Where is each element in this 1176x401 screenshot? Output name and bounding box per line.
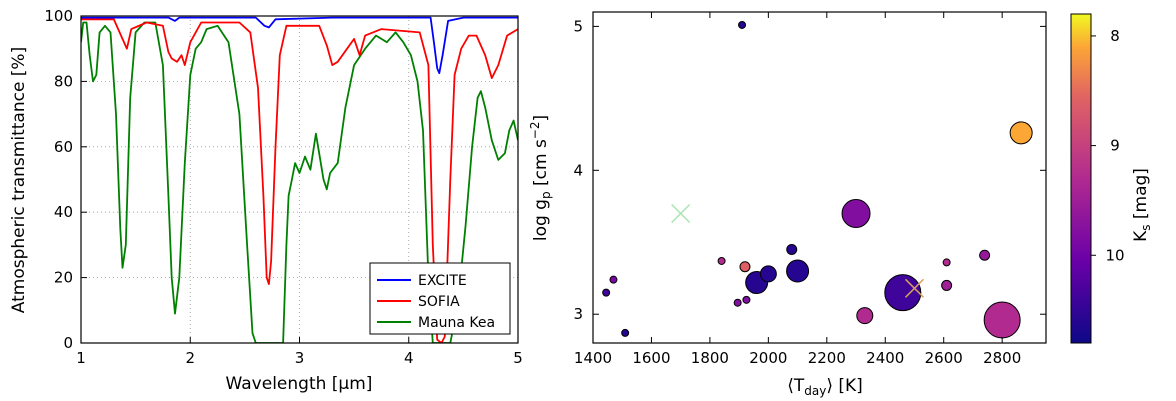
x-tick-label: 1 <box>76 349 86 367</box>
scatter-point <box>786 243 798 255</box>
x-tick-label: 4 <box>404 349 414 367</box>
scatter-point <box>742 295 751 304</box>
y-tick-label: 0 <box>63 334 73 352</box>
colorbar-gradient <box>1070 13 1092 344</box>
legend: EXCITE SOFIA Mauna Kea <box>369 262 511 335</box>
legend-label: Mauna Kea <box>418 315 495 331</box>
y-tick-label: 3 <box>573 305 583 323</box>
y-tick-label: 40 <box>54 203 73 221</box>
scatter-point <box>621 328 630 337</box>
x-tick-label: 1400 <box>574 349 612 367</box>
scatter-point <box>979 249 991 261</box>
scatter-chart: 1400 1600 1800 2000 2200 2400 2600 2800 3 4 5 ⟨Td… <box>528 11 1153 398</box>
transmittance-lines <box>81 16 518 343</box>
scatter-point <box>739 261 751 273</box>
y-ticks: 0 20 40 60 80 100 <box>44 7 87 352</box>
scatter-points <box>602 20 1033 339</box>
x-tick-label: 1800 <box>691 349 729 367</box>
x-axis-label: ⟨Tday⟩ [K] <box>787 376 863 398</box>
scatter-point <box>733 298 742 307</box>
scatter-point <box>786 259 810 283</box>
colorbar-tick-label: 10 <box>1105 246 1124 264</box>
legend-label: SOFIA <box>418 294 460 310</box>
scatter-point <box>942 258 951 267</box>
x-tick-label: 2000 <box>749 349 787 367</box>
x-ticks: 1400 1600 1800 2000 2200 2400 2600 2800 <box>574 12 1021 367</box>
colorbar-tick-label: 9 <box>1110 137 1120 155</box>
x-tick-label: 2200 <box>808 349 846 367</box>
y-tick-label: 5 <box>573 17 583 35</box>
colorbar-ticks: 8 9 10 <box>1091 27 1125 264</box>
y-tick-label: 20 <box>54 269 73 287</box>
scatter-point <box>983 301 1021 339</box>
y-axis-label: log gp [cm s−2] <box>528 115 553 241</box>
y-tick-label: 100 <box>44 7 73 25</box>
scatter-point <box>717 256 726 265</box>
scatter-point <box>1009 121 1033 145</box>
y-tick-label: 4 <box>573 161 583 179</box>
x-tick-label: 5 <box>513 349 523 367</box>
scatter-point <box>738 20 747 29</box>
x-marker <box>904 278 925 298</box>
x-tick-label: 1600 <box>632 349 670 367</box>
x-tick-label: 3 <box>295 349 305 367</box>
x-tick-label: 2600 <box>925 349 963 367</box>
scatter-point <box>884 274 922 312</box>
x-tick-label: 2400 <box>866 349 904 367</box>
y-tick-label: 80 <box>54 72 73 90</box>
x-marker <box>671 203 691 224</box>
scatter-point <box>759 265 777 283</box>
colorbar: 8 9 10 Ks [mag] <box>1070 13 1153 344</box>
y-ticks: 3 4 5 <box>573 17 1046 323</box>
plot-frame <box>592 11 1047 344</box>
scatter-point <box>841 198 871 228</box>
scatter-point <box>602 288 611 297</box>
series-line-mauna-kea <box>81 21 518 343</box>
colorbar-label: Ks [mag] <box>1131 168 1153 242</box>
transmittance-chart: 1 2 3 4 5 0 20 40 60 80 100 Wavelength [μm] Atmos… <box>9 7 523 394</box>
scatter-point <box>856 307 874 325</box>
scatter-point <box>609 275 618 284</box>
y-axis-label: Atmospheric transmittance [%] <box>9 47 29 313</box>
series-line-sofia <box>81 18 518 343</box>
series-line-excite <box>81 16 518 75</box>
x-ticks: 1 2 3 4 5 <box>76 337 523 367</box>
x-tick-label: 2 <box>185 349 195 367</box>
x-tick-label: 2800 <box>983 349 1021 367</box>
legend-label: EXCITE <box>418 273 467 289</box>
colorbar-tick-label: 8 <box>1110 27 1120 45</box>
scatter-point <box>941 279 953 291</box>
x-axis-label: Wavelength [μm] <box>226 374 373 394</box>
y-tick-label: 60 <box>54 138 73 156</box>
